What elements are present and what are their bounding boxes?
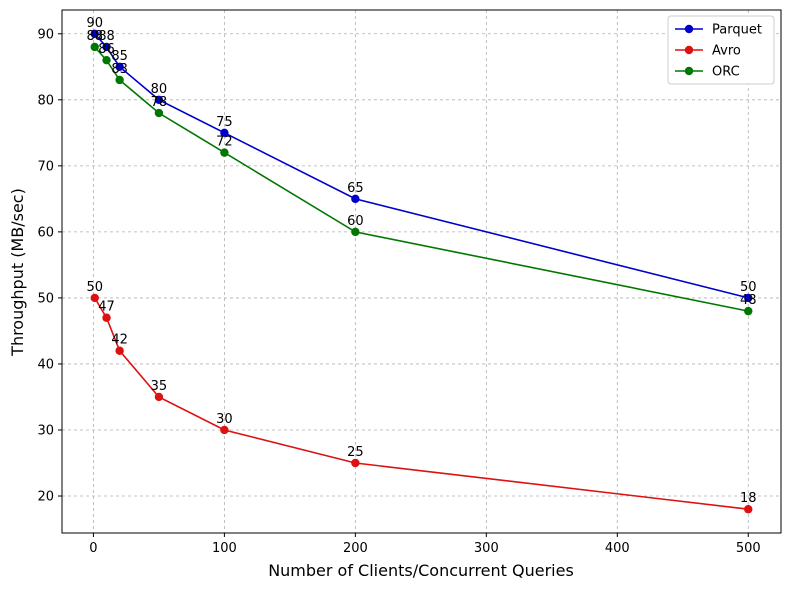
- data-point-orc: [154, 108, 164, 118]
- data-point-parquet: [90, 29, 99, 38]
- y-tick-label: 40: [37, 357, 54, 372]
- legend-box: [667, 15, 775, 85]
- x-tick-label: 0: [89, 541, 97, 556]
- data-label-avro: 30: [216, 412, 233, 427]
- data-point-avro: [220, 425, 229, 435]
- x-tick-label: 300: [474, 541, 499, 556]
- data-label-parquet: 88: [98, 29, 115, 44]
- grid: [62, 10, 781, 533]
- data-point-orc: [351, 227, 360, 237]
- x-axis-label: Number of Clients/Concurrent Queries: [268, 561, 574, 580]
- legend-marker-avro: [684, 45, 694, 55]
- data-point-orc: [220, 148, 229, 157]
- x-tick-label: 400: [605, 541, 630, 556]
- data-point-avro: [115, 346, 124, 355]
- data-point-orc: [744, 306, 753, 316]
- data-label-parquet: 50: [740, 280, 757, 295]
- axis-ticks: 0 100 200 300 400 500 20 30 40 50 60 70 80 90: [37, 27, 760, 556]
- series-lines: [90, 29, 753, 514]
- data-label-parquet: 80: [151, 82, 168, 97]
- data-point-parquet: [744, 293, 753, 303]
- data-label-orc: 60: [347, 214, 364, 229]
- data-label-orc: 72: [216, 135, 233, 150]
- legend-label-orc: ORC: [712, 65, 740, 80]
- y-tick-label: 30: [37, 423, 54, 438]
- data-point-orc: [115, 75, 124, 85]
- data-point-avro: [744, 505, 753, 514]
- data-label-avro: 35: [151, 379, 168, 394]
- data-point-parquet: [220, 128, 229, 138]
- data-point-parquet: [351, 194, 360, 204]
- data-label-orc: 88: [86, 29, 103, 44]
- series-line-avro: [94, 297, 749, 510]
- y-tick-label: 20: [37, 490, 54, 505]
- data-label-parquet: 90: [86, 16, 103, 31]
- y-tick-label: 60: [37, 225, 54, 240]
- data-label-parquet: 65: [347, 181, 364, 196]
- legend-label-avro: Avro: [712, 44, 741, 59]
- data-label-orc: 83: [111, 62, 128, 77]
- data-label-orc: 48: [740, 293, 757, 308]
- data-label-avro: 47: [98, 300, 115, 315]
- y-tick-label: 80: [37, 93, 54, 108]
- y-tick-label: 70: [37, 159, 54, 174]
- legend-marker-parquet: [684, 24, 694, 34]
- legend: Parquet Avro ORC: [667, 15, 775, 85]
- data-label-parquet: 75: [216, 115, 233, 130]
- data-label-orc: 86: [98, 42, 115, 57]
- x-tick-label: 100: [212, 541, 237, 556]
- x-tick-label: 500: [736, 541, 761, 556]
- data-point-parquet: [115, 62, 124, 71]
- data-label-avro: 18: [740, 491, 757, 506]
- data-point-parquet: [102, 42, 111, 52]
- data-label-avro: 25: [347, 445, 364, 460]
- data-point-avro: [351, 458, 360, 468]
- data-point-avro: [154, 392, 164, 402]
- plot-frame: [61, 9, 782, 534]
- legend-label-parquet: Parquet: [712, 23, 762, 38]
- series-line-orc: [94, 46, 749, 312]
- data-label-parquet: 85: [111, 49, 128, 64]
- y-tick-label: 90: [37, 27, 54, 42]
- x-tick-label: 200: [343, 541, 368, 556]
- data-point-orc: [102, 55, 111, 65]
- data-point-avro: [102, 313, 111, 322]
- legend-marker-orc: [684, 66, 694, 76]
- data-point-orc: [90, 42, 99, 52]
- data-label-avro: 50: [86, 280, 103, 295]
- data-point-avro: [90, 293, 99, 303]
- y-tick-label: 50: [37, 291, 54, 306]
- data-point-parquet: [154, 95, 164, 105]
- y-axis-label: Throughput (MB/sec): [8, 188, 27, 357]
- data-label-avro: 42: [111, 333, 128, 348]
- data-label-orc: 78: [151, 95, 168, 110]
